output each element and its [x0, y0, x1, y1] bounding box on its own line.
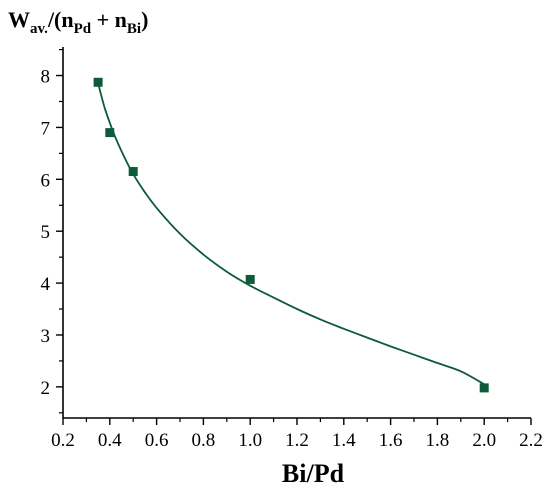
x-tick-label: 2.2	[519, 430, 543, 451]
y-title-sub-av: av.	[30, 21, 48, 37]
x-tick-label: 2.0	[472, 430, 496, 451]
y-tick-label: 2	[41, 378, 51, 399]
data-point	[105, 128, 115, 138]
x-tick-label: 1.8	[426, 430, 450, 451]
x-tick-label: 0.6	[145, 430, 169, 451]
x-tick-label: 0.2	[51, 430, 75, 451]
data-points	[93, 77, 489, 393]
y-tick-label: 8	[41, 67, 51, 88]
y-tick-label: 4	[41, 274, 51, 295]
y-tick-label: 5	[41, 222, 51, 243]
y-tick-label: 6	[41, 170, 51, 191]
y-axis-title: Wav./(nPd + nBi)	[8, 7, 148, 37]
y-title-prefix: W	[8, 7, 30, 32]
x-tick-label: 1.0	[238, 430, 262, 451]
y-title-sub-pd: Pd	[74, 21, 92, 37]
y-title-sub-bi: Bi	[127, 21, 141, 37]
y-title-mid: /(n	[47, 7, 74, 32]
x-tick-label: 0.8	[192, 430, 216, 451]
x-tick-label: 0.4	[98, 430, 122, 451]
y-axis-ticks: 2 3 4 5 6 7 8	[41, 48, 63, 414]
x-axis-title: Bi/Pd	[282, 459, 345, 488]
data-point	[245, 274, 255, 284]
y-title-plus: + n	[91, 7, 127, 32]
x-tick-label: 1.4	[332, 430, 356, 451]
x-tick-label: 1.2	[285, 430, 309, 451]
y-tick-label: 3	[41, 326, 51, 347]
data-point	[128, 167, 138, 177]
y-tick-label: 7	[41, 118, 51, 139]
data-point	[93, 77, 103, 87]
y-title-suffix: )	[141, 7, 148, 32]
axes	[62, 47, 531, 419]
x-axis-ticks: 0.2 0.4 0.6 0.8 1.0 1.2 1.4 1.6 1.8 2.0 2.2	[51, 418, 543, 451]
x-tick-label: 1.6	[379, 430, 403, 451]
fit-curve	[97, 83, 485, 386]
data-point	[479, 383, 489, 393]
